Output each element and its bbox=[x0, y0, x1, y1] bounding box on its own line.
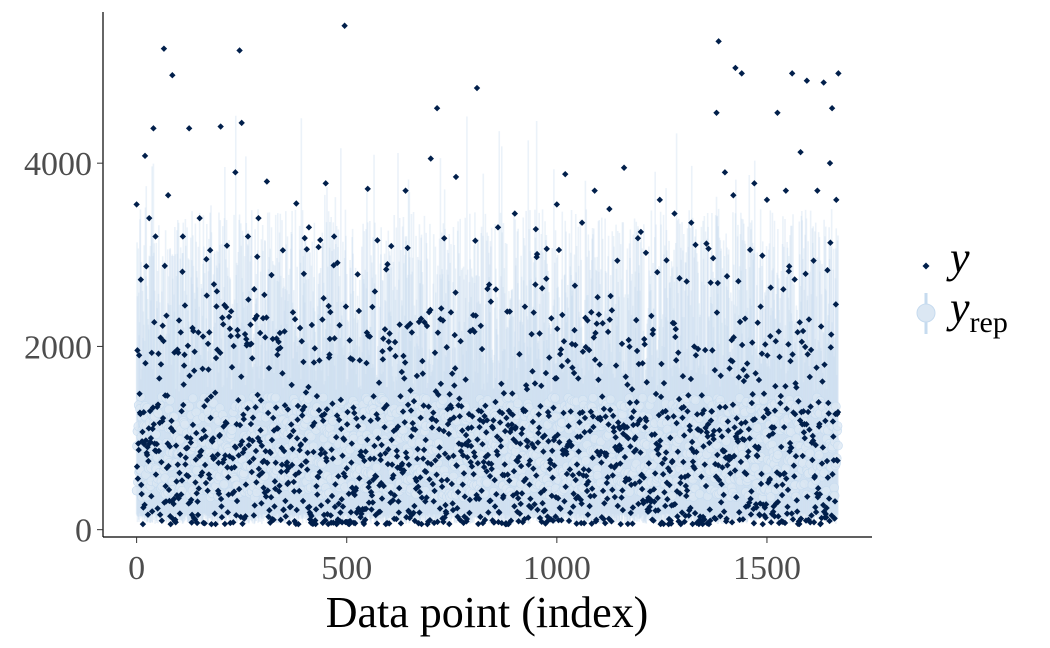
y-point bbox=[759, 520, 766, 528]
yrep-median bbox=[371, 462, 382, 473]
yrep-median bbox=[581, 455, 591, 466]
yrep-median bbox=[605, 394, 616, 405]
y-point bbox=[221, 520, 229, 528]
y-point bbox=[206, 247, 214, 254]
y-point bbox=[293, 200, 300, 207]
y-point bbox=[562, 170, 569, 178]
yrep-median bbox=[618, 409, 628, 420]
y-point bbox=[139, 520, 147, 528]
yrep-median bbox=[208, 398, 219, 408]
y-point bbox=[511, 210, 519, 217]
yrep-median bbox=[227, 425, 237, 435]
y-point bbox=[217, 123, 224, 130]
yrep-median bbox=[588, 392, 598, 403]
y-point bbox=[185, 125, 193, 132]
yrep-median bbox=[219, 479, 229, 490]
y-point bbox=[322, 180, 329, 187]
y-point bbox=[141, 152, 149, 160]
y-point bbox=[606, 205, 613, 213]
plot-area bbox=[131, 22, 843, 528]
yrep-median bbox=[491, 468, 502, 478]
yrep-median bbox=[805, 448, 815, 459]
yrep-median bbox=[372, 427, 382, 438]
yrep-median bbox=[306, 431, 317, 442]
yrep-median bbox=[165, 395, 176, 406]
yrep-median bbox=[482, 395, 493, 405]
y-point bbox=[236, 47, 243, 54]
yrep-median bbox=[270, 392, 281, 403]
yrep-median bbox=[438, 395, 448, 405]
y-point bbox=[341, 22, 348, 29]
yrep-median bbox=[153, 408, 163, 418]
yrep-median bbox=[831, 401, 841, 412]
y-point bbox=[364, 185, 371, 193]
y-point bbox=[827, 239, 834, 246]
y-point bbox=[169, 72, 176, 79]
y-point bbox=[150, 125, 157, 132]
y-point bbox=[715, 38, 722, 45]
yrep-median bbox=[303, 394, 313, 404]
yrep-median bbox=[550, 393, 560, 403]
y-point bbox=[305, 224, 313, 231]
y-point bbox=[555, 246, 563, 254]
yrep-median bbox=[318, 392, 328, 403]
y-point bbox=[196, 214, 203, 222]
yrep-median bbox=[829, 482, 839, 493]
yrep-median bbox=[188, 393, 198, 404]
y-point bbox=[620, 164, 628, 171]
yrep-median bbox=[758, 395, 769, 405]
y-point bbox=[164, 192, 172, 199]
y-point bbox=[238, 119, 245, 127]
yrep-median bbox=[647, 393, 657, 404]
y-point bbox=[133, 201, 140, 208]
y-point bbox=[473, 84, 481, 92]
y-point bbox=[492, 286, 500, 293]
y-point bbox=[656, 196, 663, 204]
y-point bbox=[591, 187, 598, 194]
yrep-median bbox=[694, 489, 705, 499]
y-point bbox=[160, 45, 168, 52]
yrep-median bbox=[799, 479, 810, 489]
yrep-median bbox=[184, 401, 194, 412]
y-point bbox=[532, 225, 540, 233]
yrep-median bbox=[482, 478, 492, 488]
y-point bbox=[713, 109, 720, 116]
y-point bbox=[232, 169, 239, 176]
y-point bbox=[721, 169, 729, 176]
y-point bbox=[263, 178, 271, 185]
yrep-median bbox=[637, 393, 648, 403]
y-point bbox=[817, 520, 824, 527]
yrep-median bbox=[512, 398, 523, 409]
yrep-median bbox=[175, 434, 185, 445]
y-point bbox=[255, 214, 262, 222]
yrep-median bbox=[752, 423, 763, 433]
yrep-median bbox=[833, 440, 843, 451]
y-point bbox=[452, 173, 460, 181]
y-point bbox=[427, 155, 434, 162]
yrep-medians bbox=[131, 392, 843, 503]
y-point bbox=[433, 105, 441, 112]
yrep-median bbox=[421, 394, 431, 404]
yrep-median bbox=[773, 450, 783, 460]
yrep-median bbox=[690, 395, 701, 406]
